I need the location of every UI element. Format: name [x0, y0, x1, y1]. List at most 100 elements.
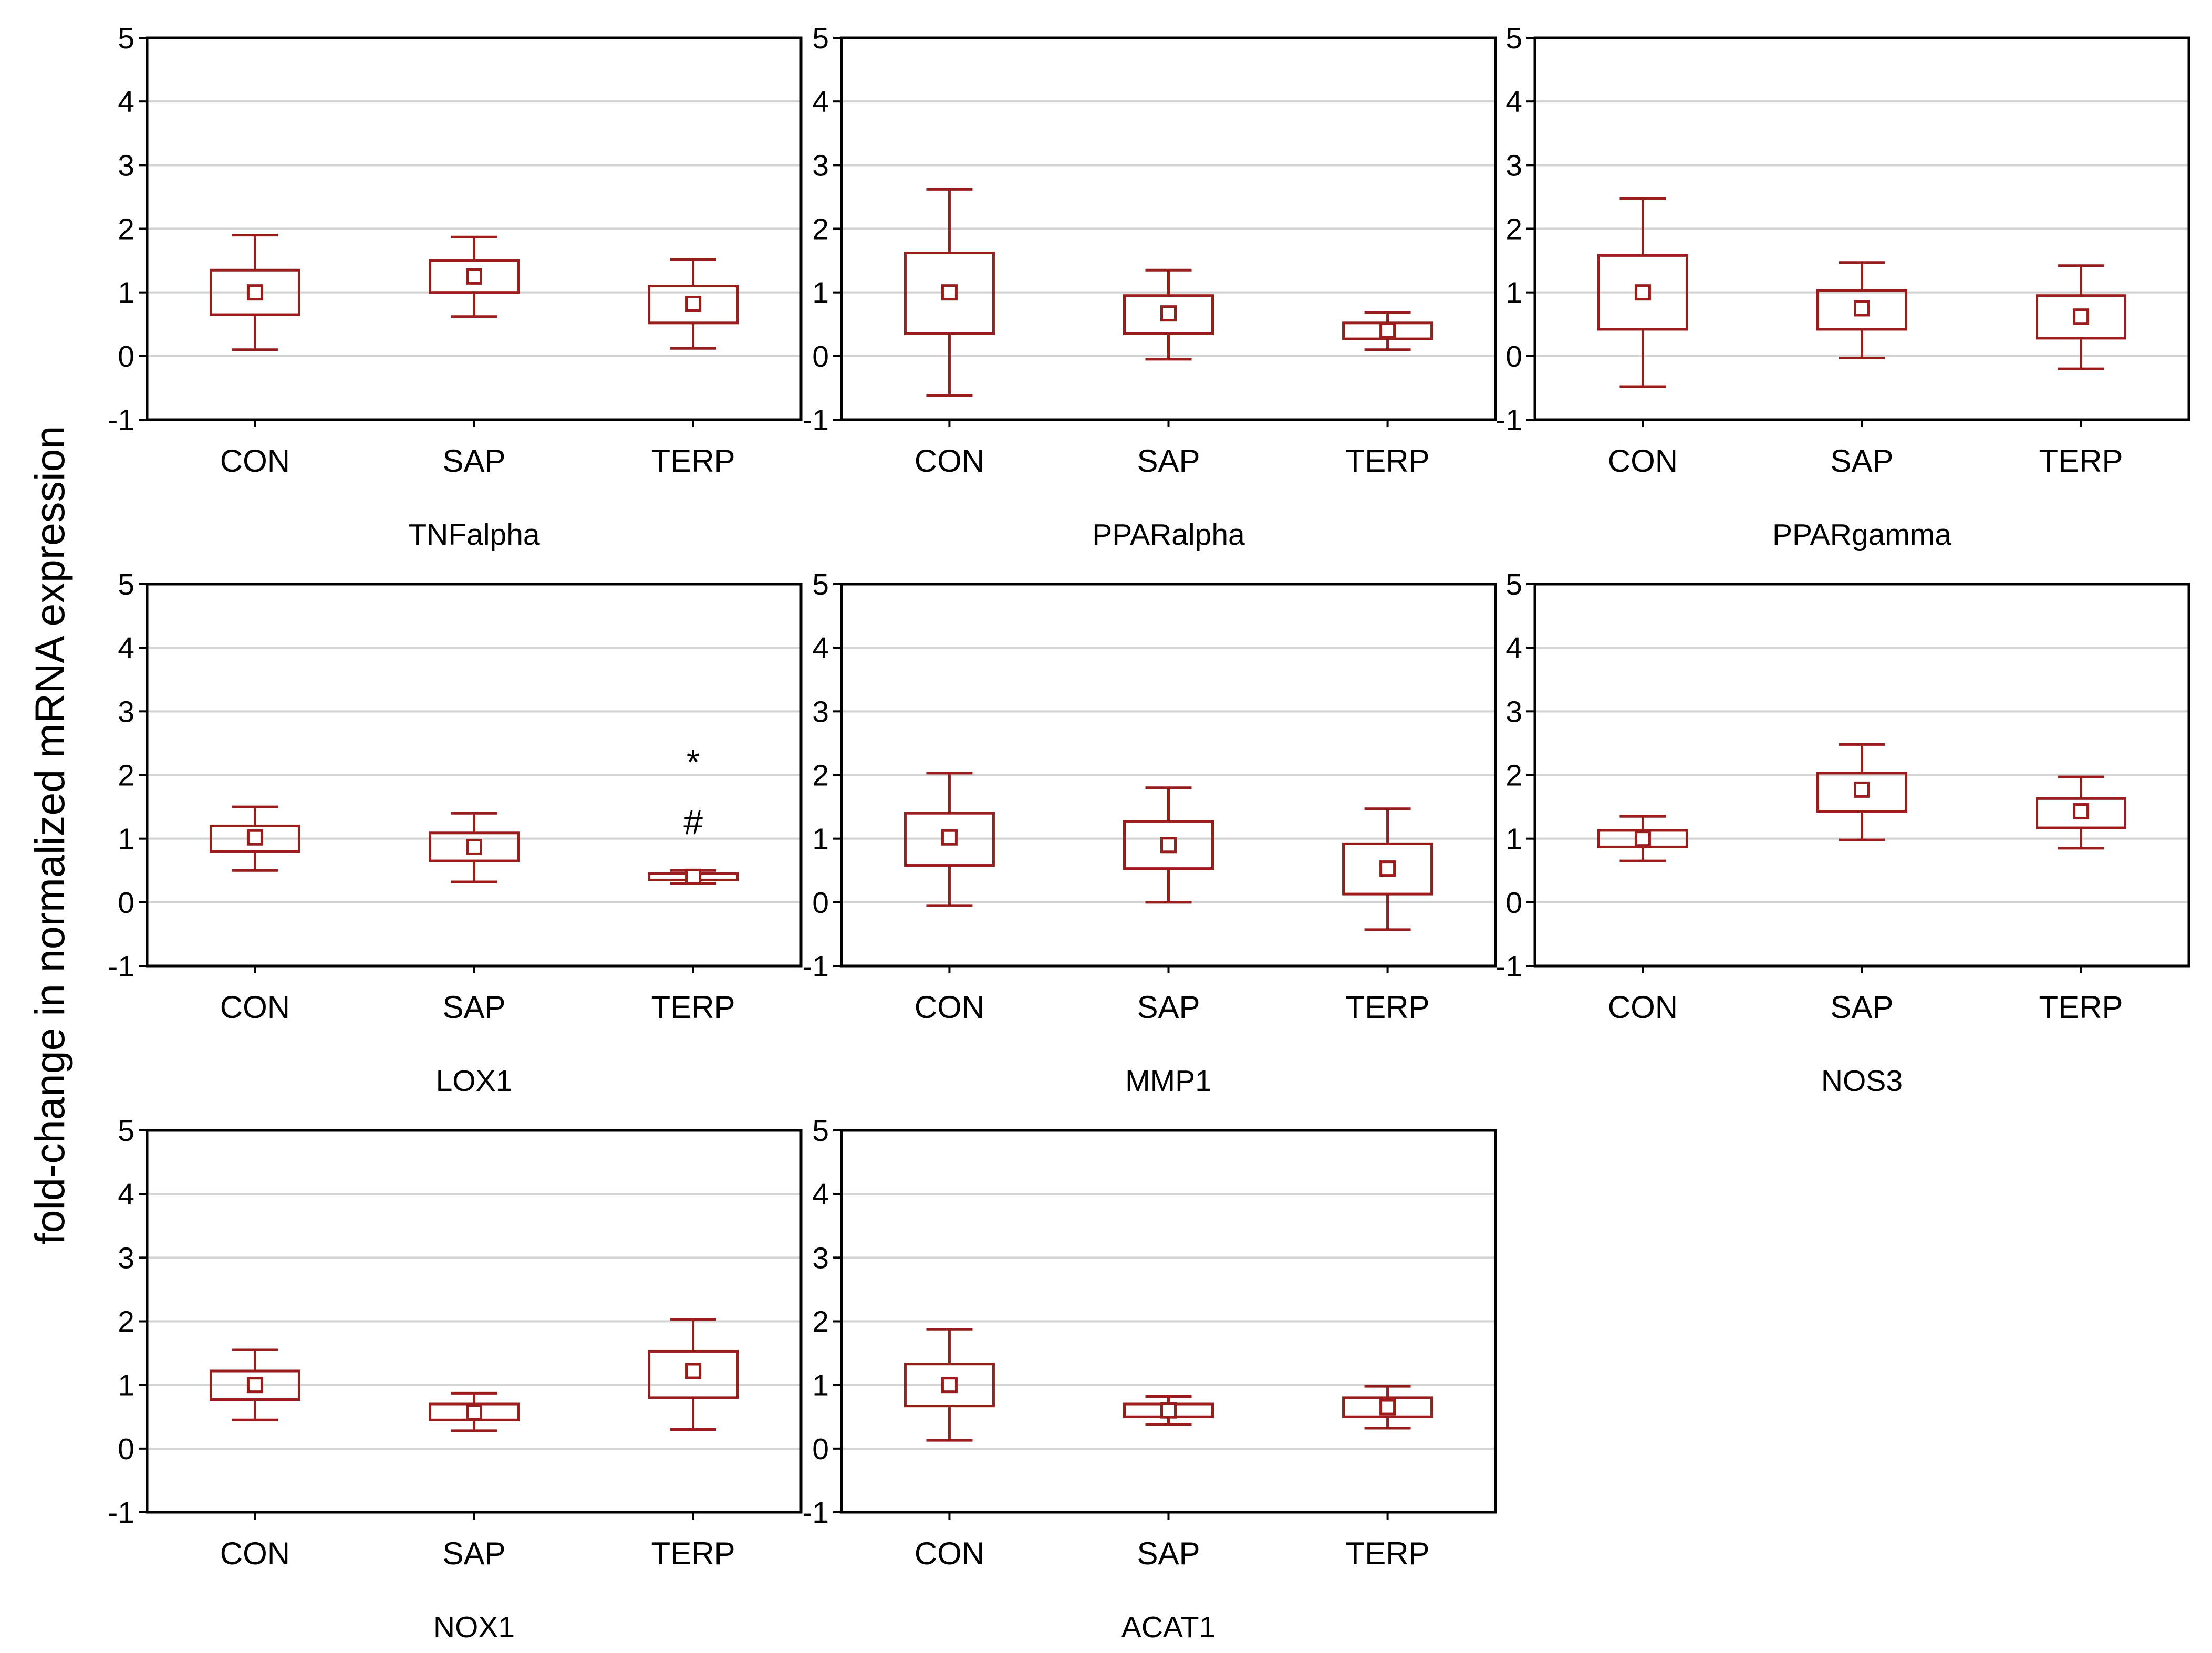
y-tick-label: 0 — [118, 340, 134, 373]
y-tick-label: -1 — [108, 1496, 134, 1530]
y-tick-label: 5 — [812, 568, 829, 601]
x-tick-label: SAP — [1137, 1536, 1200, 1571]
mean-marker — [1854, 781, 1870, 798]
y-tick-label: -1 — [1496, 950, 1522, 983]
panels-layer: 5 4 3 2 1 0 -1 CON SAP TERP TNFalpha 5 4 3 2 1 0 -1 CON SAP… — [108, 22, 2190, 1644]
y-tick-label: 3 — [812, 695, 829, 729]
mean-marker — [466, 838, 482, 855]
x-tick-label: CON — [915, 443, 984, 479]
y-tick-label: 3 — [1505, 695, 1522, 729]
box-acat1-con — [904, 1328, 995, 1442]
x-tick-label: SAP — [442, 990, 505, 1025]
y-tick-label: 5 — [118, 22, 134, 55]
y-axis-title: fold-change in normalized mRNA expressio… — [26, 426, 73, 1245]
y-tick-label: 0 — [812, 340, 829, 373]
y-tick-label: 4 — [812, 1178, 829, 1211]
mean-marker — [246, 1377, 263, 1394]
panel-nox1: 5 4 3 2 1 0 -1 CON SAP TERP NOX1 — [108, 1114, 803, 1644]
y-tick-label: 0 — [118, 1432, 134, 1466]
box-range — [648, 285, 739, 325]
y-tick-label: 1 — [1505, 276, 1522, 310]
y-tick-label: 2 — [812, 759, 829, 793]
mean-marker — [2073, 308, 2090, 325]
y-tick-label: 4 — [118, 85, 134, 119]
significance-hash: # — [683, 803, 703, 841]
mean-marker — [1160, 1402, 1177, 1419]
x-tick-label: TERP — [1346, 990, 1430, 1025]
mean-marker — [1379, 860, 1396, 877]
mean-marker — [246, 829, 263, 846]
box-pparalpha-sap — [1123, 268, 1214, 361]
y-tick-label: -1 — [1496, 403, 1522, 437]
box-range — [904, 1363, 995, 1408]
box-nos3-terp — [2036, 775, 2127, 850]
box-tnfalpha-sap — [429, 235, 520, 318]
x-tick-label: SAP — [442, 443, 505, 479]
y-tick-label: -1 — [802, 950, 829, 983]
box-nox1-terp — [648, 1318, 739, 1431]
y-tick-label: 0 — [812, 886, 829, 920]
box-tnfalpha-terp — [648, 258, 739, 350]
panel-title: PPARgamma — [1772, 518, 1951, 552]
x-tick-label: TERP — [651, 443, 735, 479]
y-tick-label: 0 — [812, 1432, 829, 1466]
box-lox1-sap — [429, 812, 520, 883]
y-tick-label: 1 — [812, 823, 829, 856]
y-tick-label: 2 — [118, 759, 134, 793]
box-tnfalpha-con — [209, 234, 300, 351]
x-tick-label: CON — [220, 443, 290, 479]
panel-nos3: 5 4 3 2 1 0 -1 CON SAP TERP NOS3 — [1496, 568, 2190, 1098]
y-tick-label: 4 — [812, 631, 829, 665]
mean-marker — [2073, 803, 2090, 820]
x-tick-label: SAP — [1830, 990, 1893, 1025]
box-nox1-sap — [429, 1391, 520, 1432]
x-tick-label: CON — [915, 1536, 984, 1571]
y-tick-label: 0 — [118, 886, 134, 920]
box-ppargamma-con — [1597, 197, 1688, 388]
panel-ppargamma: 5 4 3 2 1 0 -1 CON SAP TERP PPARgamma — [1496, 22, 2190, 552]
panel-title: NOS3 — [1821, 1064, 1903, 1098]
box-range — [2036, 294, 2127, 340]
mean-marker — [1160, 305, 1177, 322]
y-tick-label: 2 — [812, 213, 829, 246]
y-tick-label: 2 — [118, 213, 134, 246]
panel-title: TNFalpha — [408, 518, 540, 552]
mean-marker — [1634, 284, 1651, 301]
panel-title: ACAT1 — [1121, 1610, 1216, 1644]
y-tick-label: 4 — [1505, 85, 1522, 119]
mean-marker — [941, 829, 958, 846]
y-tick-label: 3 — [812, 149, 829, 182]
y-tick-label: 1 — [1505, 823, 1522, 856]
box-range — [1597, 254, 1688, 331]
mean-marker — [1379, 322, 1396, 339]
mean-marker — [1379, 1399, 1396, 1416]
x-tick-label: TERP — [1346, 443, 1430, 479]
box-range — [209, 268, 300, 316]
x-tick-label: SAP — [1137, 443, 1200, 479]
box-range — [429, 831, 520, 862]
y-tick-label: 2 — [118, 1305, 134, 1339]
panel-title: MMP1 — [1125, 1064, 1212, 1098]
y-tick-label: -1 — [802, 403, 829, 437]
panel-title: PPARalpha — [1092, 518, 1245, 552]
y-tick-label: 4 — [118, 1178, 134, 1211]
x-tick-label: SAP — [442, 1536, 505, 1571]
x-tick-label: SAP — [1137, 990, 1200, 1025]
mean-marker — [466, 268, 482, 285]
mean-marker — [1634, 830, 1651, 847]
mean-marker — [941, 284, 958, 301]
box-range — [648, 1349, 739, 1399]
box-pparalpha-terp — [1342, 311, 1434, 351]
y-tick-label: 3 — [118, 149, 134, 182]
panel-mmp1: 5 4 3 2 1 0 -1 CON SAP TERP MMP1 — [802, 568, 1497, 1098]
mean-marker — [685, 868, 702, 885]
y-tick-label: 0 — [1505, 340, 1522, 373]
y-tick-label: 2 — [1505, 213, 1522, 246]
box-lox1-con — [209, 805, 300, 872]
x-tick-label: CON — [1608, 990, 1678, 1025]
y-tick-label: 1 — [812, 1369, 829, 1402]
x-tick-label: TERP — [2039, 990, 2123, 1025]
mean-marker — [466, 1404, 482, 1421]
